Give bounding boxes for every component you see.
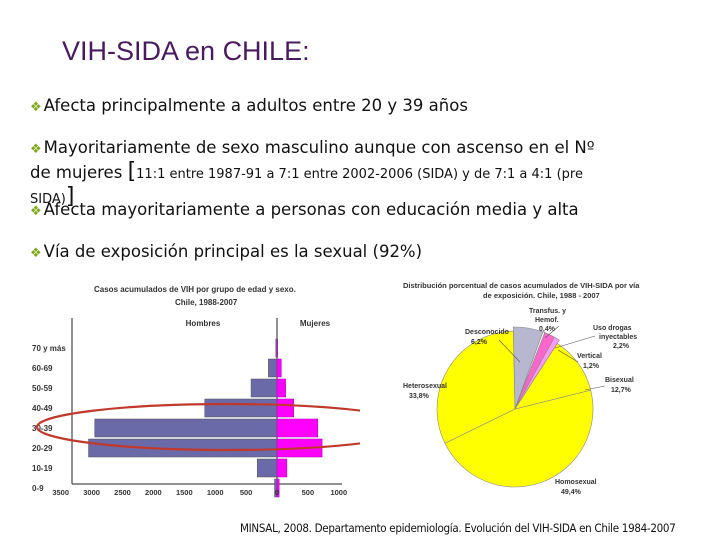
pie-value-label: Hemof. (535, 317, 559, 324)
legend-women: Mujeres (300, 319, 331, 328)
bullet-exposure: ❖ Vía de exposición principal es la sexua… (30, 241, 422, 265)
pie-value-label: 49,4% (561, 489, 582, 496)
x-tick-label: 500 (240, 488, 253, 497)
diamond-bullet-icon: ❖ (30, 246, 42, 261)
age-label: 0-9 (32, 484, 44, 493)
age-label: 10-19 (32, 464, 53, 473)
bar-men-40-49 (204, 398, 278, 418)
x-tick-label: 2500 (114, 488, 131, 497)
pie-label: Uso drogas (593, 325, 632, 332)
bullet-text: Mayoritariamente de sexo masculino aunqu… (30, 138, 595, 182)
bullet-sex: ❖ Mayoritariamente de sexo masculino aunq… (30, 137, 610, 211)
x-tick-label: 1000 (207, 488, 224, 497)
pie-leader-line (544, 325, 560, 339)
bar-women-10-19 (276, 458, 288, 478)
pie-slice-heterosexual (436, 330, 516, 444)
bracket-close: ] (65, 184, 75, 209)
bar-women-70 y más (276, 338, 278, 358)
pie-label: Desconocido (465, 329, 509, 336)
highlight-ellipse (35, 402, 360, 452)
bar-men-10-19 (256, 458, 278, 478)
pie-title-line2: de exposición. Chile, 1988 - 2007 (483, 291, 600, 300)
bullet-text: Vía de exposición principal es la sexual… (43, 242, 423, 261)
pie-value-label: 33,8% (409, 393, 430, 400)
pie-title-line1: Distribución porcentual de casos acumula… (403, 281, 640, 290)
diamond-bullet-icon: ❖ (30, 204, 42, 219)
bar-women-40-49 (276, 398, 294, 418)
pyramid-title-line2: Chile, 1988-2007 (175, 298, 238, 307)
pie-value-label: 12,7% (611, 387, 632, 394)
pie-value-label: inyectables (599, 334, 637, 341)
legend-men: Hombres (186, 319, 221, 328)
bar-women-60-69 (276, 358, 282, 378)
pie-leader-line (557, 349, 579, 363)
pie-value-label: 6,2% (471, 339, 488, 346)
x-tick-label: 2000 (145, 488, 162, 497)
bullet-age: ❖ Afecta principalmente a adultos entre 2… (30, 95, 468, 119)
pie-slice-vertical (514, 336, 560, 410)
x-tick-label: 3000 (83, 488, 100, 497)
age-label: 40-49 (32, 404, 53, 413)
bullet-text: Afecta principalmente a adultos entre 20… (43, 96, 468, 115)
pie-value-label: 1,2% (583, 363, 600, 370)
x-tick-label: 500 (302, 488, 315, 497)
pyramid-title-line1: Casos acumulados de VIH por grupo de eda… (94, 285, 296, 294)
slide-title: VIH-SIDA en CHILE: (62, 36, 310, 66)
bar-men-20-29 (88, 438, 278, 458)
age-label: 60-69 (32, 364, 53, 373)
pie-leader-line (554, 335, 596, 349)
x-tick-label: 1500 (176, 488, 193, 497)
source-citation: MINSAL, 2008. Departamento epidemiología… (240, 521, 676, 535)
pie-label: Bisexual (605, 377, 634, 384)
pie-slice-bisexual (514, 343, 592, 410)
age-label: 50-59 (32, 384, 53, 393)
x-tick-label: 1000 (330, 488, 347, 497)
pie-slice-homosexual (444, 389, 594, 488)
bar-men-30-39 (94, 418, 278, 438)
bar-men-60-69 (268, 358, 278, 378)
x-tick-label: 0 (275, 488, 279, 497)
bullet-education: ❖ Afecta mayoritariamente a personas con … (30, 199, 579, 223)
pie-label: Transfus. y (529, 308, 566, 315)
bar-women-50-59 (276, 378, 286, 398)
pie-label: Vertical (577, 353, 602, 360)
diamond-bullet-icon: ❖ (30, 100, 42, 115)
age-label: 20-29 (32, 444, 53, 453)
bullet-text: Afecta mayoritariamente a personas con e… (43, 200, 579, 219)
bar-men-50-59 (250, 378, 278, 398)
bar-women-0-9 (276, 478, 280, 498)
diamond-bullet-icon: ❖ (30, 142, 42, 157)
bar-women-30-39 (276, 418, 319, 438)
age-label: 30-39 (32, 424, 53, 433)
age-label: 70 y más (32, 344, 66, 353)
bracket-open: [ (127, 159, 137, 184)
pie-label: Homosexual (555, 479, 597, 486)
bullet-note: 11:1 entre 1987-91 a 7:1 entre 2002-2006… (30, 167, 583, 207)
x-tick-label: 3500 (52, 488, 69, 497)
pie-leader-line (498, 339, 521, 363)
exposure-pie-chart: Distribución porcentual de casos acumula… (403, 281, 640, 496)
pie-value-label: 2,2% (613, 343, 630, 350)
pie-value-label: 0,4% (539, 326, 556, 333)
pie-label: Heterosexual (403, 383, 447, 390)
pie-leader-line (584, 385, 606, 391)
population-pyramid-chart: Casos acumulados de VIH por grupo de eda… (32, 285, 360, 498)
